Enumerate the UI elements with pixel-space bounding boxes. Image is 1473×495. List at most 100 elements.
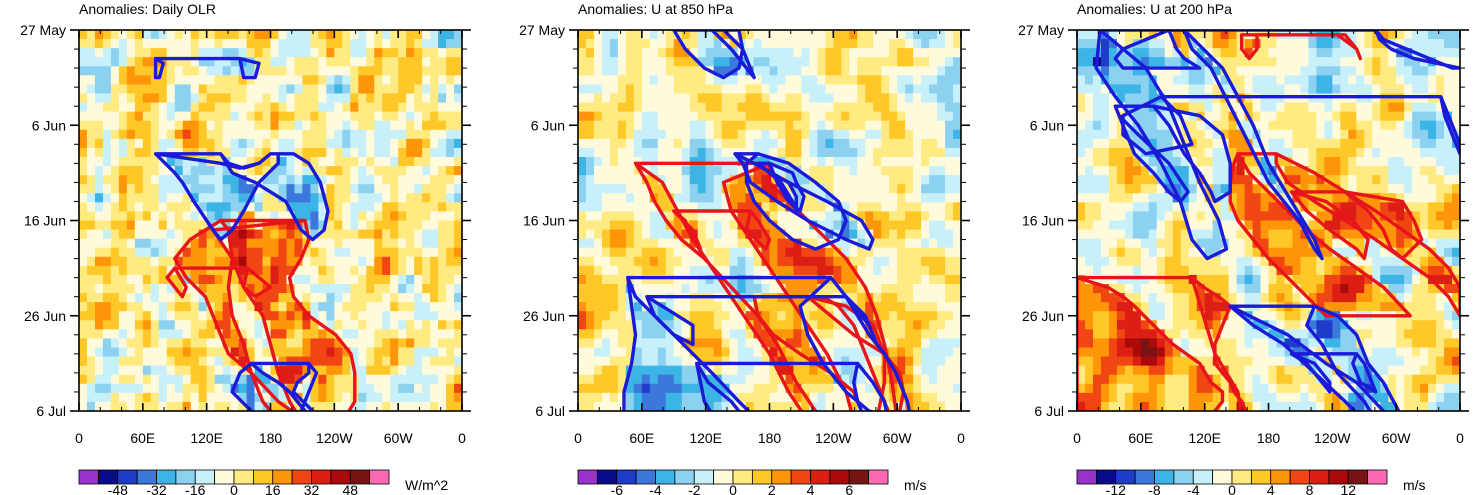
field-cell xyxy=(1356,120,1365,131)
field-cell xyxy=(665,66,675,76)
field-cell xyxy=(422,392,431,403)
field-cell xyxy=(665,338,675,349)
field-cell xyxy=(334,338,343,349)
field-cell xyxy=(729,247,739,258)
field-cell xyxy=(422,102,431,113)
field-cell xyxy=(785,84,795,95)
field-cell xyxy=(342,365,351,376)
field-cell xyxy=(1300,48,1309,58)
field-cell xyxy=(350,256,359,267)
field-cell xyxy=(190,66,200,76)
field-cell xyxy=(294,383,304,394)
field-cell xyxy=(206,202,216,213)
x-tick-label: 60W xyxy=(883,430,913,446)
field-cell xyxy=(446,374,455,385)
contour-lines xyxy=(153,56,357,411)
field-cell xyxy=(857,147,866,158)
field-cell xyxy=(270,75,280,86)
field-cell xyxy=(865,66,874,76)
field-cell xyxy=(158,84,168,95)
field-cell xyxy=(86,39,96,49)
field-cell xyxy=(617,57,627,67)
field-cell xyxy=(110,157,120,167)
field-cell xyxy=(206,175,216,185)
field-cell xyxy=(1420,75,1429,86)
field-cell xyxy=(454,111,462,122)
field-cell xyxy=(86,138,96,149)
field-cell xyxy=(841,256,850,267)
field-cell xyxy=(729,102,739,113)
field-cell xyxy=(158,302,168,312)
field-cell xyxy=(649,374,659,385)
field-cell xyxy=(921,356,930,367)
field-cell xyxy=(761,302,771,312)
field-cell xyxy=(1212,129,1222,140)
field-cell xyxy=(913,66,922,76)
field-cell xyxy=(398,202,407,213)
field-cell xyxy=(657,175,667,185)
field-cell xyxy=(825,138,834,149)
field-cell xyxy=(174,320,184,330)
field-cell xyxy=(110,84,120,95)
field-cell xyxy=(833,329,842,340)
field-cell xyxy=(681,93,691,104)
field-cell xyxy=(889,202,898,213)
field-cell xyxy=(238,229,248,240)
field-cell xyxy=(366,229,375,240)
field-cell xyxy=(681,129,691,140)
field-cell xyxy=(857,193,866,203)
field-cell xyxy=(1212,66,1222,76)
field-cell xyxy=(190,256,200,267)
field-cell xyxy=(657,356,667,367)
field-cell xyxy=(1268,57,1278,67)
field-cell xyxy=(625,265,635,276)
field-cell xyxy=(446,175,455,185)
field-cell xyxy=(414,30,423,40)
field-cell xyxy=(79,93,88,104)
field-cell xyxy=(1428,84,1437,95)
field-cell xyxy=(270,238,280,249)
field-cell xyxy=(206,129,216,140)
field-cell xyxy=(1132,111,1142,122)
field-cell xyxy=(174,238,184,249)
field-cell xyxy=(446,39,455,49)
field-cell xyxy=(785,211,795,222)
field-cell xyxy=(310,265,319,276)
field-cell xyxy=(1084,66,1094,76)
field-cell xyxy=(342,401,351,411)
field-cell xyxy=(1316,120,1325,131)
field-cell xyxy=(625,175,635,185)
field-cell xyxy=(913,338,922,349)
field-cell xyxy=(454,247,462,258)
field-cell xyxy=(609,302,619,312)
field-cell xyxy=(865,365,874,376)
field-cell xyxy=(865,347,874,358)
field-cell xyxy=(206,184,216,194)
field-cell xyxy=(1260,57,1270,67)
field-cell xyxy=(953,229,961,240)
field-cell xyxy=(206,401,216,411)
field-cell xyxy=(633,401,643,411)
field-cell xyxy=(342,84,351,95)
field-cell xyxy=(430,93,439,104)
field-cell xyxy=(578,75,587,86)
field-cell xyxy=(713,48,723,58)
field-cell xyxy=(430,184,439,194)
field-cell xyxy=(785,220,795,231)
field-cell xyxy=(134,401,144,411)
field-cell xyxy=(374,265,383,276)
field-cell xyxy=(294,247,304,258)
field-cell xyxy=(633,39,643,49)
field-cell xyxy=(1412,138,1421,149)
field-cell xyxy=(697,75,707,86)
field-cell xyxy=(689,374,699,385)
field-cell xyxy=(310,256,319,267)
field-cell xyxy=(334,147,343,158)
field-cell xyxy=(230,66,240,76)
field-cell xyxy=(641,102,651,113)
field-cell xyxy=(158,365,168,376)
panel-title: Anomalies: Daily OLR xyxy=(79,1,216,17)
field-cell xyxy=(94,311,104,321)
field-cell xyxy=(198,238,208,249)
field-cell xyxy=(633,102,643,113)
